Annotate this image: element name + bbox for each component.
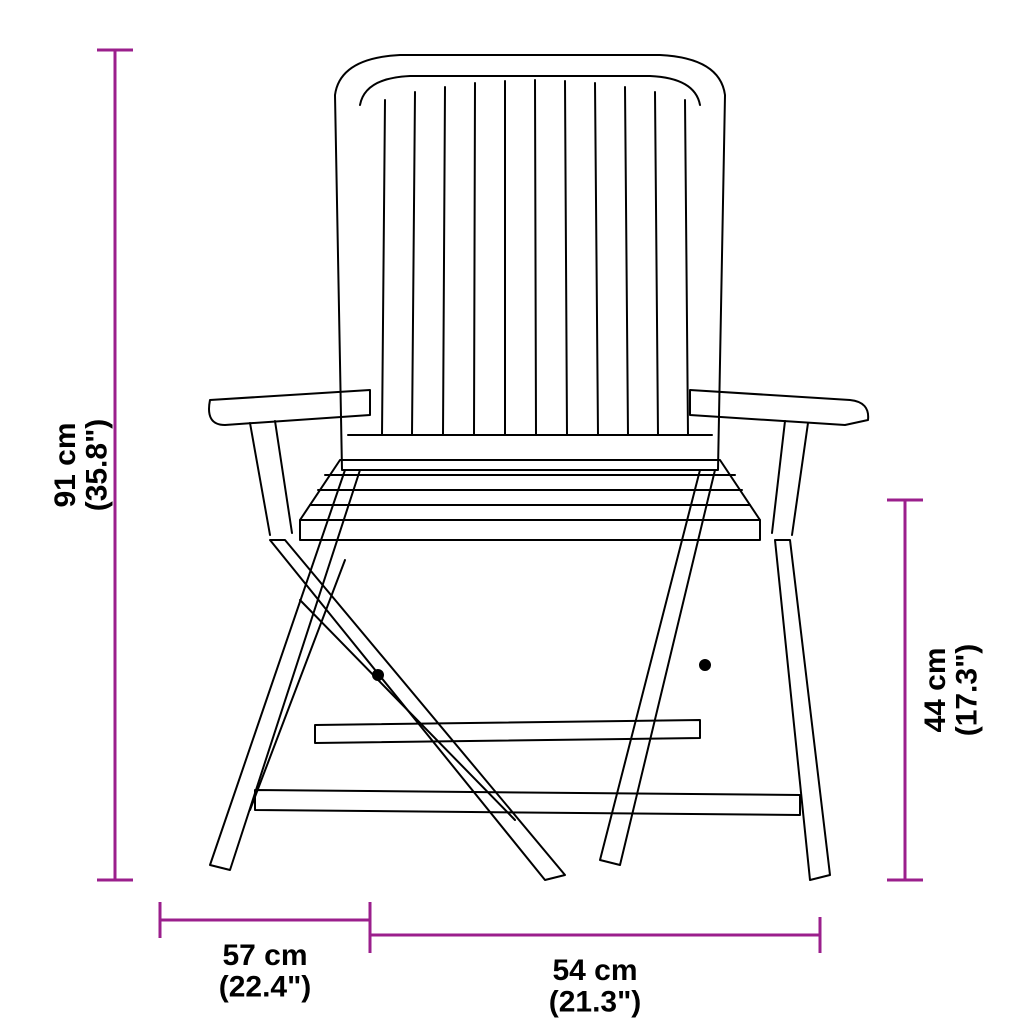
dimension-diagram: 91 cm(35.8") 44 cm(17.3") 57 cm(22.4") 54 c…	[0, 0, 1024, 1024]
dimension-label-width: 54 cm(21.3")	[549, 954, 642, 1019]
dimension-label-height_total: 91 cm(35.8")	[49, 419, 114, 512]
dimension-lines	[97, 50, 923, 953]
dimension-label-seat_height: 44 cm(17.3")	[919, 644, 984, 737]
chair-drawing	[209, 55, 868, 880]
dimension-labels: 91 cm(35.8") 44 cm(17.3") 57 cm(22.4") 54 c…	[49, 419, 984, 1019]
dimension-label-depth: 57 cm(22.4")	[219, 939, 312, 1004]
